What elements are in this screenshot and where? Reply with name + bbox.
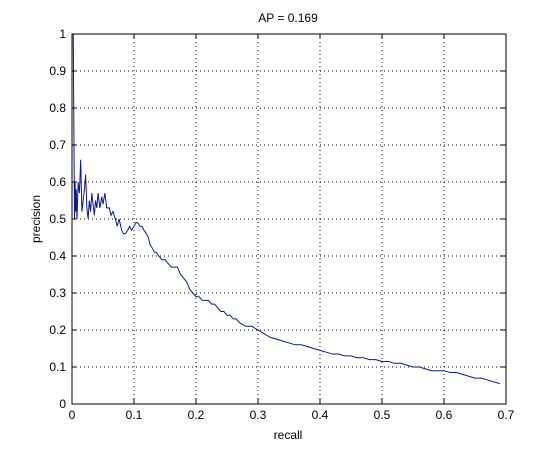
x-tick-label: 0 — [69, 408, 76, 422]
y-tick-label: 0.8 — [49, 101, 66, 115]
series-line — [72, 33, 500, 385]
y-tick-label: 0.5 — [49, 212, 66, 226]
x-tick-label: 0.2 — [188, 408, 205, 422]
y-tick-label: 0 — [59, 397, 66, 411]
x-tick-label: 0.4 — [312, 408, 329, 422]
y-tick-label: 0.1 — [49, 360, 66, 374]
y-tick-label: 1 — [59, 27, 66, 41]
x-tick-label: 0.1 — [126, 408, 143, 422]
y-tick-label: 0.4 — [49, 249, 66, 263]
chart-title: AP = 0.169 — [258, 11, 318, 25]
y-axis-title: precision — [29, 195, 43, 243]
x-tick-label: 0.5 — [374, 408, 391, 422]
x-tick-label: 0.3 — [250, 408, 267, 422]
y-tick-label: 0.9 — [49, 64, 66, 78]
x-tick-label: 0.7 — [498, 408, 515, 422]
plot-area — [72, 33, 500, 385]
y-tick-label: 0.6 — [49, 175, 66, 189]
tick-labels: 0 0.1 0.2 0.3 0.4 0.5 0.6 0.7 0 0.1 0.2 0.3 0.4 0.5 0.… — [49, 27, 514, 422]
grid-lines — [72, 34, 506, 404]
x-tick-label: 0.6 — [436, 408, 453, 422]
y-tick-label: 0.3 — [49, 286, 66, 300]
x-axis-title: recall — [274, 428, 303, 442]
y-tick-label: 0.2 — [49, 323, 66, 337]
y-tick-label: 0.7 — [49, 138, 66, 152]
tick-marks — [71, 33, 507, 405]
